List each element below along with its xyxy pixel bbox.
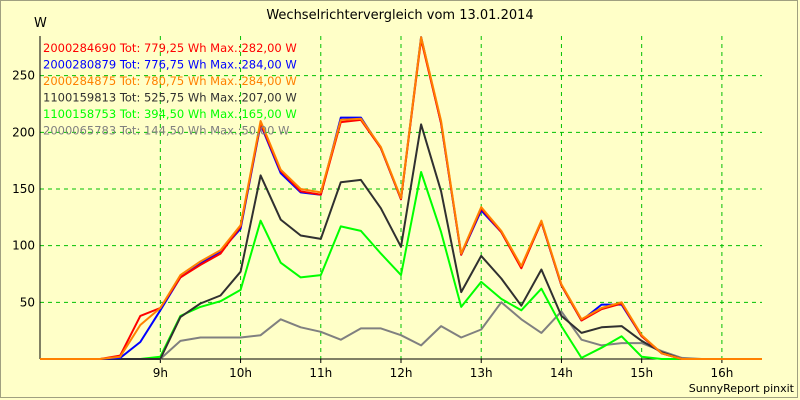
y-tick-label: 50 — [20, 295, 35, 309]
legend-entry-2000284875: 2000284875 Tot: 780,75 Wh Max.:284,00 W — [43, 74, 297, 88]
x-tick-label: 12h — [390, 366, 413, 380]
y-tick-label: 100 — [12, 239, 35, 253]
x-tick-label: 13h — [470, 366, 493, 380]
x-tick-label: 16h — [710, 366, 733, 380]
x-tick-label: 9h — [153, 366, 168, 380]
series-line-2000284875 — [40, 36, 762, 360]
legend-entry-1100159813: 1100159813 Tot: 525,75 Wh Max.:207,00 W — [43, 91, 297, 105]
legend-entry-1100158753: 1100158753 Tot: 394,50 Wh Max.:165,00 W — [43, 107, 297, 121]
x-tick-label: 15h — [630, 366, 653, 380]
y-axis-unit: W — [34, 16, 47, 31]
chart-title: Wechselrichtervergleich vom 13.01.2014 — [266, 8, 534, 23]
x-tick-label: 14h — [550, 366, 573, 380]
y-tick-label: 150 — [12, 182, 35, 196]
x-tick-label: 11h — [309, 366, 332, 380]
legend-entry-2000284690: 2000284690 Tot: 779,25 Wh Max.:282,00 W — [43, 41, 297, 55]
y-tick-label: 200 — [12, 125, 35, 139]
legend-entry-2000065783: 2000065783 Tot: 144,50 Wh Max.:50,00 W — [43, 124, 289, 138]
x-tick-label: 10h — [229, 366, 252, 380]
footer-credit: SunnyReport pinxit — [688, 382, 794, 395]
y-tick-label: 250 — [12, 69, 35, 83]
series-line-1100159813 — [40, 123, 762, 360]
legend-entry-2000280879: 2000280879 Tot: 776,75 Wh Max.:284,00 W — [43, 58, 297, 72]
